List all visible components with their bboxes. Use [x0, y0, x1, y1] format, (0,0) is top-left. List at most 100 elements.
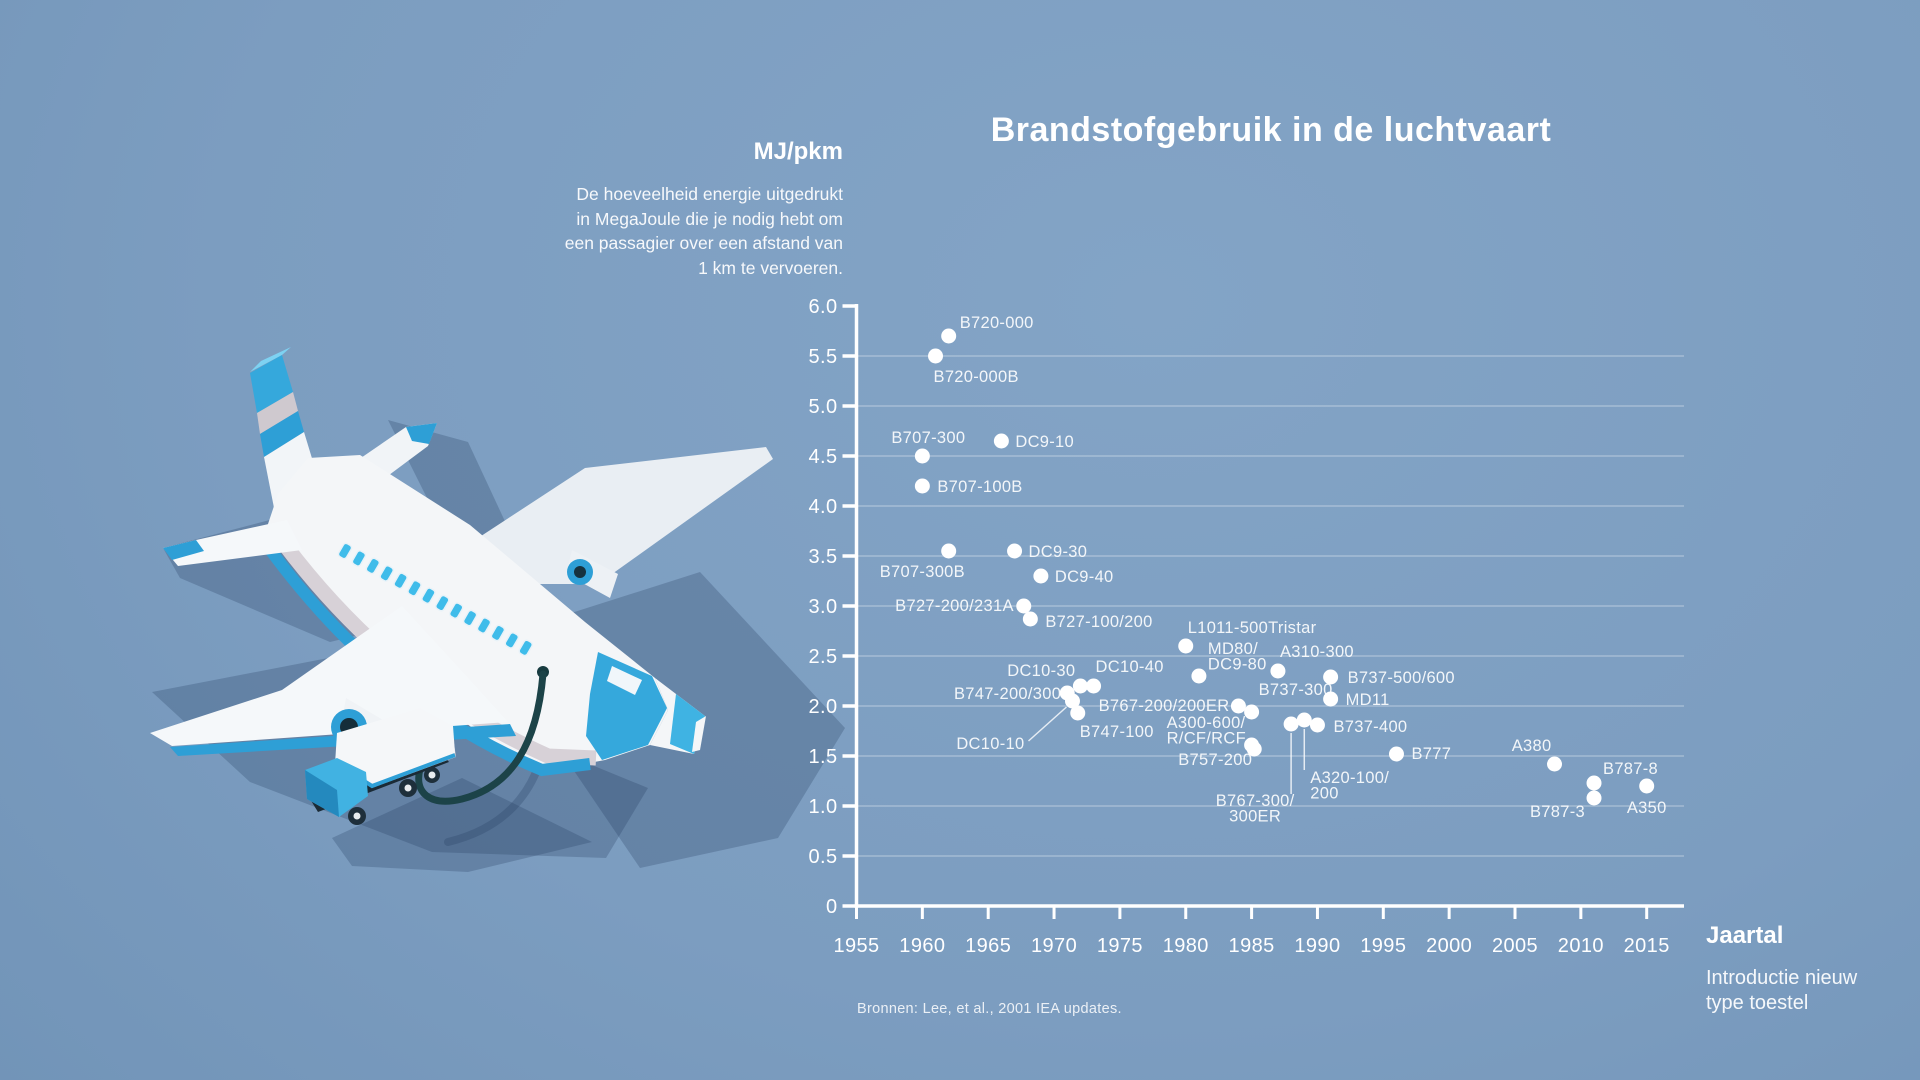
source-note: Bronnen: Lee, et al., 2001 IEA updates.	[857, 1001, 1122, 1017]
x-tick-label: 2005	[1492, 935, 1538, 957]
data-point-label: B737-400	[1333, 718, 1407, 736]
data-point	[1230, 698, 1246, 714]
y-tick-label: 0.5	[808, 846, 837, 868]
data-point	[1007, 543, 1023, 559]
data-point-label: A350	[1627, 799, 1667, 817]
fuselage	[266, 455, 668, 770]
data-point-label: B727-100/200	[1045, 613, 1152, 631]
data-point	[1639, 778, 1655, 794]
data-point	[1072, 678, 1088, 694]
y-tick-label: 5.0	[808, 396, 837, 418]
x-tick-label: 1990	[1294, 935, 1340, 957]
data-point-label: B727-200/231A	[895, 597, 1014, 615]
y-axis-title: MJ/pkm	[753, 138, 843, 165]
fuel-truck	[305, 708, 456, 825]
x-tick-label: 1960	[899, 935, 945, 957]
data-point-label: B787-8	[1603, 760, 1658, 778]
data-point	[1178, 638, 1194, 654]
data-point	[1283, 716, 1299, 732]
data-point	[1033, 568, 1049, 584]
x-tick-label: 1980	[1163, 935, 1209, 957]
data-point	[941, 543, 957, 559]
leader-line	[1027, 706, 1067, 742]
data-point	[914, 448, 930, 464]
data-point	[1323, 669, 1339, 685]
data-point	[1296, 712, 1312, 728]
y-tick-label: 6.0	[808, 296, 837, 318]
x-axis-title: Jaartal	[1706, 922, 1784, 949]
x-tick-label: 1965	[965, 935, 1011, 957]
data-point-label: B757-200	[1178, 751, 1252, 769]
data-point-label: B707-300B	[880, 563, 965, 581]
y-tick-label: 5.5	[808, 346, 837, 368]
y-tick-label: 2.0	[808, 696, 837, 718]
data-point-label: DC9-40	[1055, 568, 1114, 586]
data-point-label: DC10-10	[956, 735, 1024, 753]
x-tick-label: 2015	[1624, 935, 1670, 957]
y-tick-label: 4.0	[808, 496, 837, 518]
data-point	[928, 348, 944, 364]
data-point-label: L1011-500Tristar	[1188, 619, 1317, 637]
data-point-label: B720-000B	[934, 368, 1019, 386]
data-point-label: B707-300	[891, 429, 965, 447]
y-tick-label: 2.5	[808, 646, 837, 668]
page-title: Brandstofgebruik in de luchtvaart	[990, 110, 1552, 149]
data-point-label: A380	[1512, 737, 1552, 755]
data-point-label: B767-200/200ER	[1099, 697, 1230, 715]
x-tick-label: 1985	[1229, 935, 1275, 957]
airplane-illustration	[150, 347, 845, 872]
x-tick-label: 2010	[1558, 935, 1604, 957]
data-point	[1191, 668, 1207, 684]
data-point	[1022, 611, 1038, 627]
data-point	[1086, 678, 1102, 694]
data-point-label: B737-300	[1259, 681, 1333, 699]
data-point-label: B737-500/600	[1348, 669, 1455, 687]
data-point-label: MD11	[1346, 691, 1390, 709]
data-point	[1323, 691, 1339, 707]
data-point-label: B787-3	[1530, 803, 1585, 821]
y-tick-label: 4.5	[808, 446, 837, 468]
data-point-label: B747-100	[1080, 723, 1154, 741]
cockpit	[586, 652, 667, 760]
data-point-label: B767-300/300ER	[1216, 792, 1295, 826]
data-point	[1244, 704, 1260, 720]
data-point	[1070, 705, 1086, 721]
data-point-label: B777	[1411, 745, 1451, 763]
data-point	[1388, 746, 1404, 762]
data-point-label: DC9-10	[1015, 433, 1074, 451]
data-point	[1246, 741, 1262, 757]
data-point-label: B747-200/300	[954, 685, 1061, 703]
x-tick-label: 1995	[1360, 935, 1406, 957]
data-point	[1270, 663, 1286, 679]
data-point	[1064, 693, 1080, 709]
data-point	[993, 433, 1009, 449]
data-point	[914, 478, 930, 494]
x-tick-label: 1955	[833, 935, 879, 957]
data-point-label: A300-600/R/CF/RCF	[1167, 714, 1246, 748]
data-point	[1586, 790, 1602, 806]
data-point-label: MD80/DC9-80	[1208, 640, 1267, 674]
window-row	[337, 542, 533, 657]
y-axis-description: De hoeveelheid energie uitgedrukt in Meg…	[564, 184, 843, 278]
data-point	[1309, 717, 1325, 733]
y-tick-label: 3.0	[808, 596, 837, 618]
data-point-label: B720-000	[960, 314, 1034, 332]
x-tick-label: 1975	[1097, 935, 1143, 957]
x-tick-label: 1970	[1031, 935, 1077, 957]
x-axis-description: Introductie nieuw type toestel	[1706, 967, 1858, 1014]
x-tick-label: 2000	[1426, 935, 1472, 957]
y-tick-label: 0	[826, 896, 838, 918]
y-tick-label: 3.5	[808, 546, 837, 568]
y-tick-label: 1.0	[808, 796, 837, 818]
data-point-label: DC10-40	[1096, 658, 1164, 676]
data-point	[941, 328, 957, 344]
data-point-label: A320-100/200	[1310, 769, 1389, 803]
data-point	[1586, 775, 1602, 791]
data-point	[1547, 756, 1563, 772]
data-point-label: DC9-30	[1029, 543, 1088, 561]
data-point	[1016, 598, 1032, 614]
y-tick-label: 1.5	[808, 746, 837, 768]
data-point-label: DC10-30	[1007, 662, 1075, 680]
